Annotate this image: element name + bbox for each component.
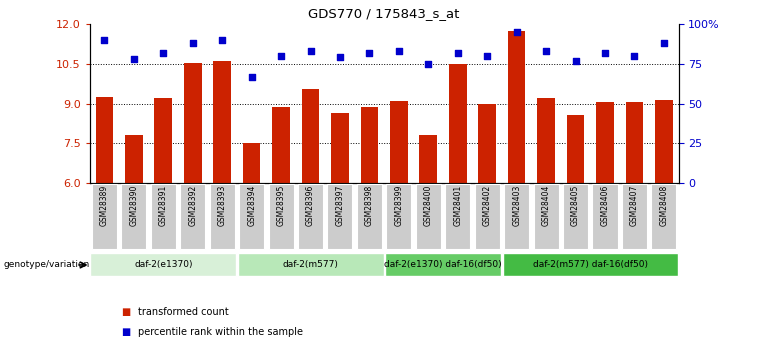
Bar [92, 184, 117, 249]
Point [510, 29, 523, 35]
Point [216, 37, 229, 43]
Text: GSM28391: GSM28391 [159, 185, 168, 226]
Text: GSM28402: GSM28402 [483, 185, 491, 226]
Bar [122, 184, 147, 249]
Text: daf-2(m577) daf-16(df50): daf-2(m577) daf-16(df50) [533, 260, 647, 269]
Bar [332, 113, 349, 183]
Text: percentile rank within the sample: percentile rank within the sample [138, 327, 303, 337]
Point [98, 37, 111, 43]
Title: GDS770 / 175843_s_at: GDS770 / 175843_s_at [308, 7, 460, 20]
Point [540, 48, 552, 54]
Bar [239, 184, 264, 249]
Text: GSM28395: GSM28395 [277, 185, 285, 226]
Bar [655, 100, 672, 183]
Text: GSM28390: GSM28390 [129, 185, 138, 226]
Point [334, 55, 346, 60]
Bar [125, 135, 143, 183]
Bar [184, 62, 201, 183]
Text: GSM28401: GSM28401 [453, 185, 463, 226]
Point [246, 74, 258, 79]
Bar [596, 102, 614, 183]
Bar [151, 184, 176, 249]
Bar [268, 184, 293, 249]
Text: GSM28400: GSM28400 [424, 185, 433, 226]
Point [658, 40, 670, 46]
Bar [504, 184, 529, 249]
Point [628, 53, 640, 59]
Bar [96, 97, 113, 183]
Bar [243, 143, 261, 183]
Bar [478, 104, 496, 183]
Point [569, 58, 582, 63]
Point [157, 50, 169, 56]
Text: GSM28389: GSM28389 [100, 185, 109, 226]
Bar [593, 184, 618, 249]
Text: GSM28398: GSM28398 [365, 185, 374, 226]
Bar [360, 108, 378, 183]
Bar [298, 184, 323, 249]
Bar [622, 184, 647, 249]
Point [392, 48, 405, 54]
Bar [449, 64, 466, 183]
Text: genotype/variation: genotype/variation [4, 260, 90, 269]
Text: ■: ■ [121, 307, 130, 317]
Bar [502, 253, 678, 276]
Text: GSM28405: GSM28405 [571, 185, 580, 226]
Point [599, 50, 612, 56]
Bar [154, 98, 172, 183]
Bar [210, 184, 235, 249]
Text: GSM28403: GSM28403 [512, 185, 521, 226]
Point [481, 53, 494, 59]
Bar [508, 31, 526, 183]
Bar [651, 184, 676, 249]
Bar [534, 184, 558, 249]
Bar [475, 184, 500, 249]
Bar [445, 184, 470, 249]
Bar [385, 253, 502, 276]
Bar [537, 98, 555, 183]
Bar [328, 184, 353, 249]
Bar [420, 135, 437, 183]
Text: transformed count: transformed count [138, 307, 229, 317]
Point [275, 53, 287, 59]
Point [186, 40, 199, 46]
Point [452, 50, 464, 56]
Bar [390, 101, 408, 183]
Bar [626, 102, 644, 183]
Point [304, 48, 317, 54]
Text: ■: ■ [121, 327, 130, 337]
Text: GSM28404: GSM28404 [541, 185, 551, 226]
Point [128, 56, 140, 62]
Bar [180, 184, 205, 249]
Text: GSM28406: GSM28406 [601, 185, 609, 226]
Bar [416, 184, 441, 249]
Text: GSM28392: GSM28392 [188, 185, 197, 226]
Text: GSM28408: GSM28408 [659, 185, 668, 226]
Text: GSM28393: GSM28393 [218, 185, 227, 226]
Bar [302, 89, 319, 183]
Bar [272, 108, 290, 183]
Text: GSM28407: GSM28407 [630, 185, 639, 226]
Bar [90, 253, 236, 276]
Bar [563, 184, 588, 249]
Text: GSM28394: GSM28394 [247, 185, 256, 226]
Bar [238, 253, 384, 276]
Text: GSM28397: GSM28397 [335, 185, 345, 226]
Text: daf-2(m577): daf-2(m577) [282, 260, 339, 269]
Bar [567, 116, 584, 183]
Point [363, 50, 376, 56]
Text: daf-2(e1370): daf-2(e1370) [134, 260, 193, 269]
Bar [214, 61, 231, 183]
Point [422, 61, 434, 67]
Text: GSM28399: GSM28399 [395, 185, 403, 226]
Bar [386, 184, 411, 249]
Bar [357, 184, 382, 249]
Text: GSM28396: GSM28396 [306, 185, 315, 226]
Text: daf-2(e1370) daf-16(df50): daf-2(e1370) daf-16(df50) [385, 260, 502, 269]
